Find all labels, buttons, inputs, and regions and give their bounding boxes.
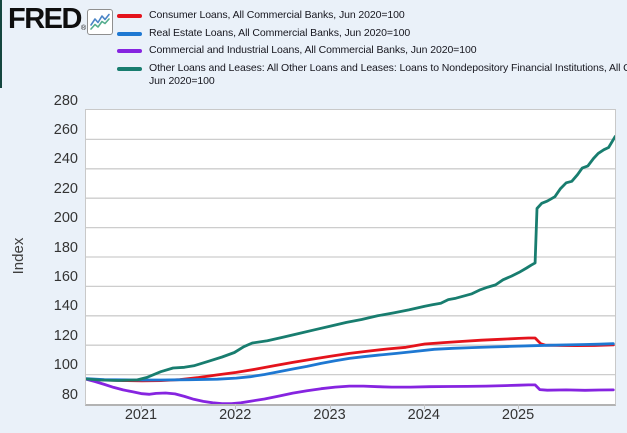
y-tick-label: 160 (53, 268, 78, 285)
legend-swatch (117, 49, 142, 53)
legend-item-other-loans-nondepository[interactable]: Other Loans and Leases: All Other Loans … (117, 62, 627, 88)
series-line-real-estate-loans (86, 342, 615, 382)
legend-swatch (117, 14, 142, 18)
y-tick-label: 280 (53, 92, 78, 109)
x-tick-mark (235, 404, 237, 409)
y-tick-label: 100 (53, 357, 78, 374)
fred-logo[interactable]: FRED® (8, 4, 86, 44)
plot-area[interactable] (85, 109, 616, 406)
x-tick-label: 2025 (501, 407, 535, 423)
y-tick-label: 260 (53, 121, 78, 138)
legend-label-line2: Jun 2020=100 (149, 74, 215, 87)
x-tick-mark (140, 404, 142, 409)
legend: Consumer Loans, All Commercial Banks, Ju… (117, 9, 627, 92)
y-tick-label: 200 (53, 210, 78, 227)
chart-svg (86, 135, 615, 404)
legend-swatch (117, 31, 142, 36)
x-tick-label: 2024 (407, 407, 440, 423)
y-tick-label: 80 (61, 386, 78, 403)
left-edge-strip (0, 0, 2, 88)
y-tick-label: 180 (53, 239, 78, 256)
legend-swatch (117, 66, 142, 71)
series-line-commercial-industrial-loans (86, 377, 615, 404)
legend-label: Commercial and Industrial Loans, All Com… (149, 44, 477, 56)
registered-mark: ® (80, 25, 87, 32)
fred-logo-text: FRED (8, 3, 82, 35)
legend-label: Real Estate Loans, All Commercial Banks,… (149, 26, 411, 39)
x-tick-label: 2022 (219, 407, 252, 423)
y-tick-label: 120 (53, 327, 78, 344)
x-tick-mark (423, 404, 425, 409)
legend-item-real-estate-loans[interactable]: Real Estate Loans, All Commercial Banks,… (117, 27, 627, 40)
x-tick-label: 2023 (313, 407, 346, 423)
x-tick-mark (518, 404, 520, 409)
y-tick-label: 220 (53, 180, 78, 197)
y-tick-label: 140 (53, 298, 78, 315)
y-tick-label: 240 (53, 151, 78, 168)
x-tick-mark (329, 404, 331, 409)
x-tick-label: 2021 (124, 407, 158, 423)
legend-label: Other Loans and Leases: All Other Loans … (149, 62, 627, 88)
line-chart-icon (87, 9, 113, 35)
legend-item-consumer-loans[interactable]: Consumer Loans, All Commercial Banks, Ju… (117, 9, 627, 22)
legend-item-commercial-industrial-loans[interactable]: Commercial and Industrial Loans, All Com… (117, 44, 627, 57)
legend-label: Consumer Loans, All Commercial Banks, Ju… (149, 9, 405, 21)
series-line-other-loans-nondepository (86, 135, 615, 382)
